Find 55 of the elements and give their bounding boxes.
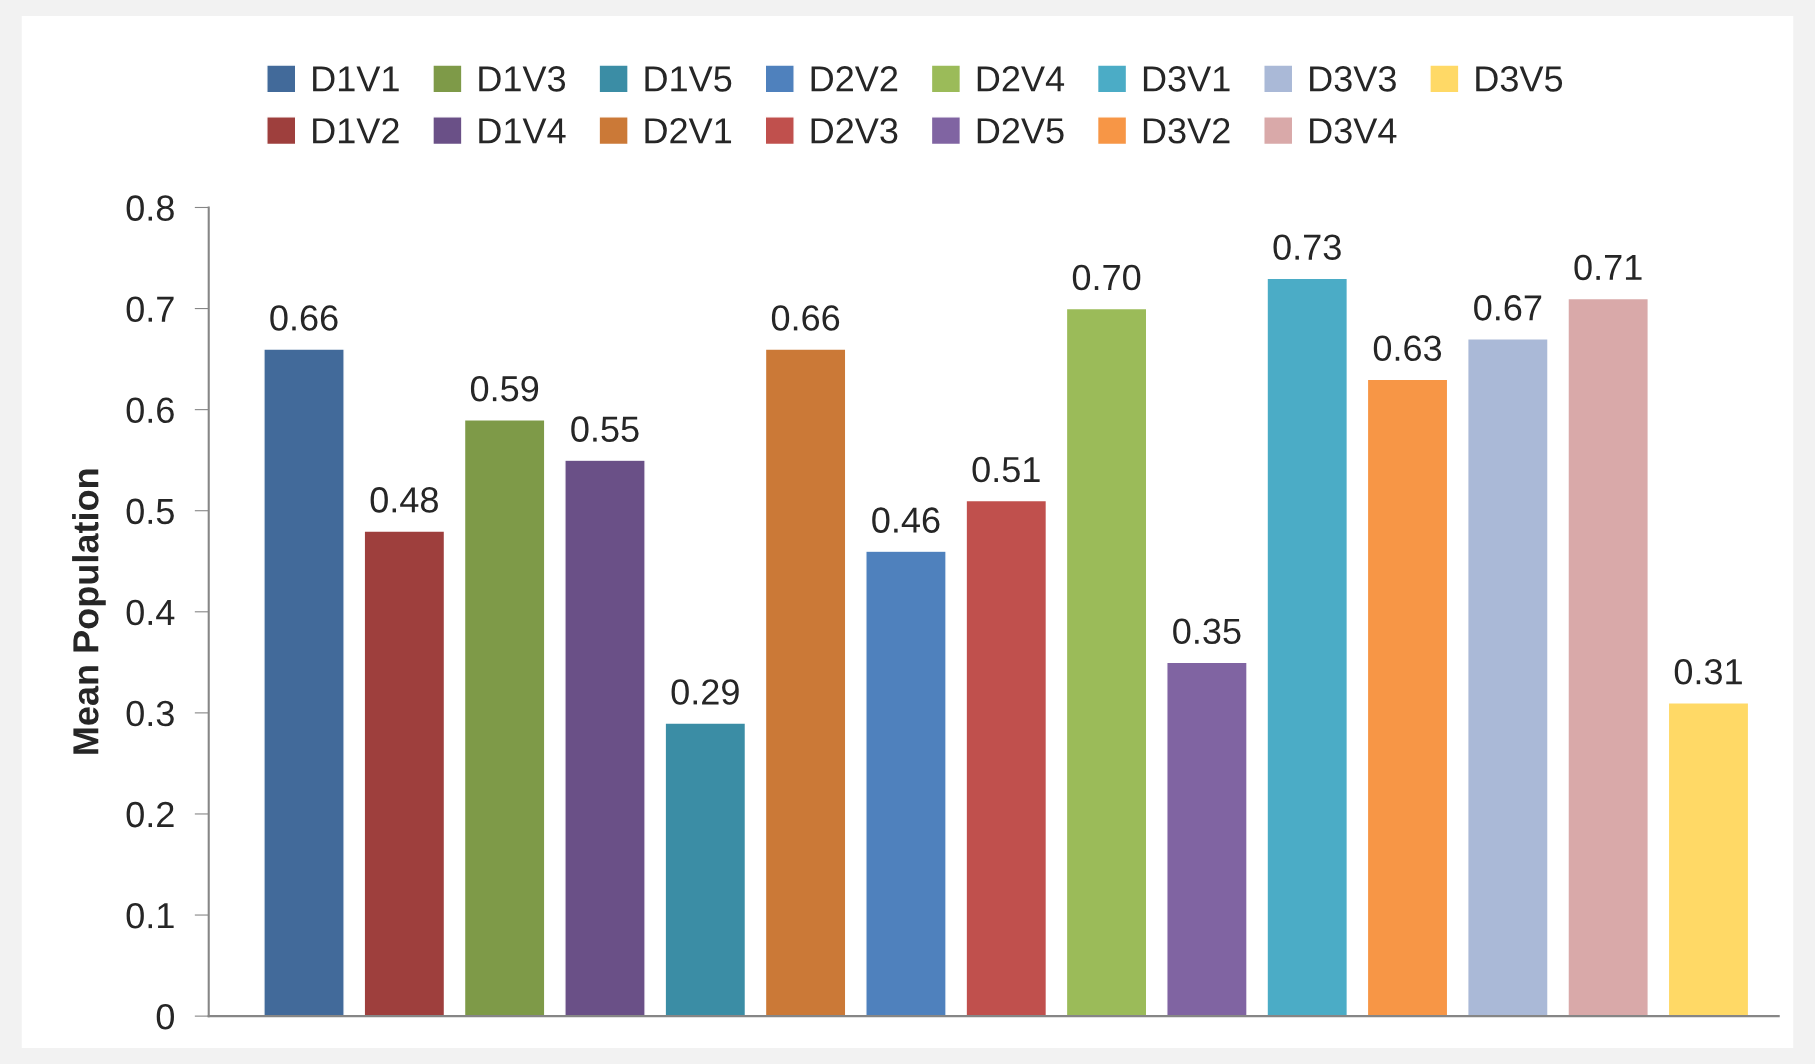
data-label: 0.55 <box>571 416 639 442</box>
legend-label: D1V2 <box>313 118 399 144</box>
y-tick-label: 0.6 <box>126 397 174 424</box>
data-label: 0.66 <box>270 305 338 331</box>
bar <box>664 722 747 1017</box>
bar <box>1166 661 1248 1017</box>
y-tick-label: 0 <box>156 1003 174 1030</box>
legend-label: D3V3 <box>1310 66 1396 92</box>
legend-label: D3V2 <box>1143 118 1230 144</box>
y-tick-label: 0.7 <box>126 296 174 322</box>
y-tick-label: 0.1 <box>126 902 174 929</box>
bar <box>1366 378 1449 1017</box>
y-tick-label: 0.5 <box>126 498 174 525</box>
bar <box>363 530 446 1017</box>
bar <box>1266 277 1349 1017</box>
data-label: 0.73 <box>1273 234 1341 260</box>
legend-label: D2V4 <box>977 66 1065 92</box>
bar <box>263 348 345 1017</box>
bar <box>1567 297 1649 1017</box>
legend-label: D1V5 <box>645 66 732 92</box>
bar <box>865 550 947 1017</box>
data-label: 0.48 <box>370 487 438 513</box>
legend-label: D1V1 <box>313 66 399 92</box>
legend-label: D2V2 <box>811 66 898 92</box>
y-tick-label: 0.2 <box>126 801 174 828</box>
data-label: 0.67 <box>1474 295 1542 321</box>
bar <box>463 419 546 1017</box>
data-label: 0.63 <box>1373 335 1442 362</box>
legend-label: D1V3 <box>479 66 566 92</box>
data-label: 0.66 <box>771 305 840 331</box>
bar <box>1667 702 1750 1017</box>
data-label: 0.59 <box>470 375 539 402</box>
bar <box>965 499 1048 1017</box>
y-tick-label: 0.3 <box>126 700 174 727</box>
bar <box>764 348 847 1017</box>
legend-label: D2V1 <box>645 118 732 144</box>
legend-label: D3V5 <box>1476 66 1563 92</box>
data-label: 0.71 <box>1574 254 1642 281</box>
bar <box>1467 338 1549 1017</box>
data-label: 0.70 <box>1072 264 1141 291</box>
y-tick-label: 0.8 <box>126 195 174 221</box>
data-label: 0.51 <box>972 456 1040 483</box>
data-label: 0.35 <box>1173 618 1241 645</box>
bar <box>564 459 646 1017</box>
bar <box>1065 307 1148 1017</box>
legend-label: D2V5 <box>977 118 1064 144</box>
legend-label: D1V4 <box>479 118 566 144</box>
data-label: 0.46 <box>872 507 940 533</box>
data-label: 0.29 <box>671 679 739 705</box>
data-label: 0.31 <box>1674 658 1742 685</box>
legend-label: D3V4 <box>1310 118 1397 144</box>
legend-label: D2V3 <box>811 118 898 144</box>
legend-label: D3V1 <box>1143 66 1230 92</box>
y-axis-title: Mean Population <box>72 469 106 754</box>
y-tick-label: 0.4 <box>126 599 175 626</box>
